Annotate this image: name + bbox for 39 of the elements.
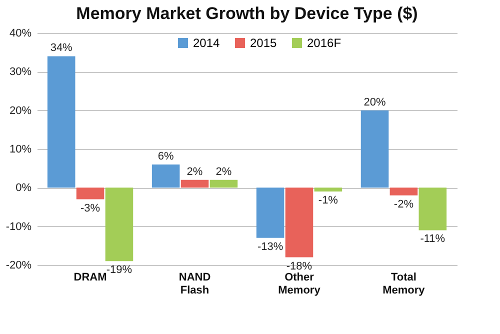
chart-title: Memory Market Growth by Device Type ($) [76,4,418,23]
bar [210,180,238,188]
data-label: -1% [318,194,338,207]
data-label: -13% [257,240,284,253]
x-tick-label: DRAM [74,272,107,284]
data-label: 34% [50,42,73,54]
y-tick-label: 40% [9,28,32,40]
y-tick-label: 20% [9,104,32,117]
y-tick-label: 10% [9,144,32,156]
legend-label: 2016F [307,36,342,50]
y-tick-label: 0% [16,182,32,194]
data-label: -3% [80,202,100,214]
bar [418,188,447,230]
bar [390,188,418,196]
legend-label: 2014 [193,36,220,50]
x-tick-label: Total Memory [382,272,426,296]
y-tick-label: -20% [6,260,32,272]
bar [105,188,134,262]
data-label: -19% [106,264,132,276]
data-label: -2% [394,198,414,210]
bar [285,188,314,258]
data-label: -11% [420,233,446,246]
y-tick-label: 30% [9,66,32,78]
bar [76,188,104,200]
data-label: 2% [186,166,203,178]
bar [47,56,76,188]
bar [180,180,209,188]
bar [256,188,284,238]
x-tick-label: Other Memory [278,272,322,296]
bar [152,164,180,188]
y-tick-label: -10% [6,220,32,233]
data-label: 6% [158,150,174,162]
legend-label: 2015 [250,36,278,50]
data-label: 2% [216,166,232,178]
data-label: 20% [364,96,386,108]
bar [360,110,389,188]
x-tick-label: NAND Flash [178,272,211,296]
data-label: -18% [286,260,312,272]
bar [314,188,342,192]
